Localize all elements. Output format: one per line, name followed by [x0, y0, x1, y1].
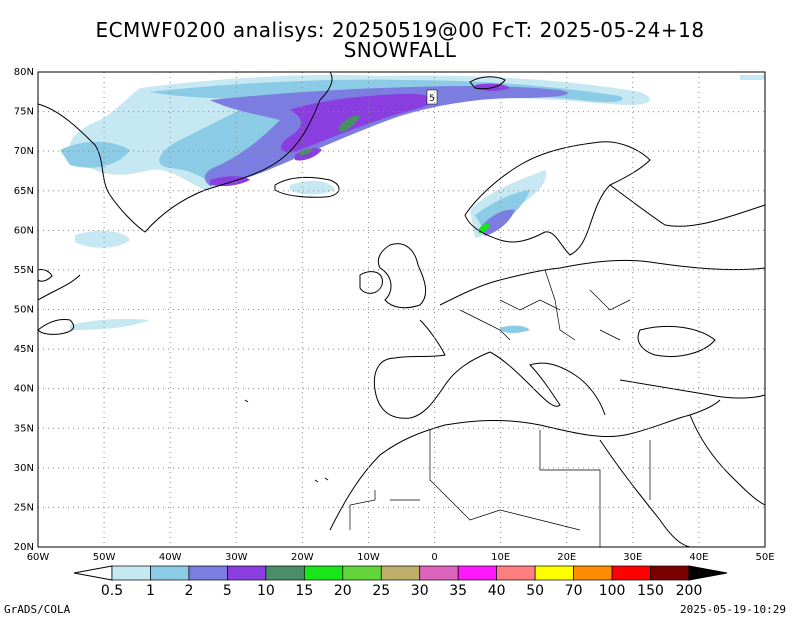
colorbar-swatch [342, 565, 382, 581]
coastlines [37, 71, 766, 548]
lon-label: 20E [557, 552, 576, 563]
lat-label: 80N [14, 67, 34, 78]
colorbar-swatch [380, 565, 421, 581]
lon-label: 10W [357, 552, 380, 563]
colorbar-swatch [111, 565, 151, 581]
colorbar-high-end [688, 565, 728, 581]
colorbar-swatch [650, 565, 690, 581]
colorbar-level-label: 5 [222, 583, 232, 599]
lon-label: 50E [755, 552, 774, 563]
colorbar-level-label: 2 [184, 583, 194, 599]
lat-label: 45N [14, 344, 34, 355]
lat-label: 70N [14, 146, 34, 157]
map-frame [37, 71, 766, 548]
colorbar-swatch [227, 565, 267, 581]
country-borders [349, 269, 651, 547]
colorbar-level-label: 100 [598, 583, 626, 599]
lon-label: 20W [291, 552, 314, 563]
snowfall-shading [60, 74, 765, 333]
colorbar-level-label: 30 [410, 583, 429, 599]
colorbar-level-label: 40 [487, 583, 506, 599]
colorbar-swatch [265, 565, 305, 581]
lat-lon-grid [38, 72, 765, 547]
colorbar-swatch [611, 565, 651, 581]
colorbar-level-label: 70 [564, 583, 583, 599]
colorbar-swatch [457, 565, 498, 581]
colorbar [73, 565, 728, 581]
lat-label: 35N [14, 423, 34, 434]
colorbar-level-label: 150 [637, 583, 664, 599]
colorbar-level-label: 50 [526, 583, 545, 599]
colorbar-level-label: 200 [675, 583, 703, 599]
lat-label: 65N [14, 186, 34, 197]
lat-label: 60N [14, 225, 34, 236]
lat-label: 40N [14, 384, 34, 395]
colorbar-swatch [150, 565, 190, 581]
contour-label-5: 5 [426, 89, 438, 105]
colorbar-level-label: 1 [145, 583, 155, 599]
lat-label: 75N [14, 107, 34, 118]
lon-label: 50W [93, 552, 116, 563]
colorbar-level-label: 35 [449, 583, 468, 599]
grads-credit: GrADS/COLA [4, 603, 71, 616]
lon-label: 30E [623, 552, 642, 563]
colorbar-level-label: 0.5 [100, 583, 124, 599]
colorbar-swatch [534, 565, 574, 581]
lat-label: 25N [14, 502, 34, 513]
axis-labels: 20N 25N 30N 35N 40N 45N 50N 55N 60N 65N 70N 75N 80N 6… [14, 67, 775, 563]
lat-label: 50N [14, 305, 34, 316]
lat-label: 55N [14, 265, 34, 276]
colorbar-level-label: 25 [372, 583, 391, 599]
lon-label: 40W [159, 552, 182, 563]
lon-label: 10E [491, 552, 510, 563]
lon-label: 0 [431, 552, 437, 563]
lon-label: 60W [27, 552, 50, 563]
colorbar-level-label: 15 [295, 583, 314, 599]
lon-label: 40E [689, 552, 708, 563]
lat-label: 20N [14, 542, 34, 553]
svg-text:5: 5 [429, 94, 435, 104]
colorbar-level-label: 20 [333, 583, 352, 599]
colorbar-swatch [419, 565, 459, 581]
colorbar-low-end [73, 565, 113, 581]
lon-label: 30W [225, 552, 248, 563]
map-subtitle: SNOWFALL [343, 38, 457, 62]
colorbar-swatch [188, 565, 228, 581]
colorbar-swatch [496, 565, 536, 581]
colorbar-swatch [573, 565, 613, 581]
lat-label: 30N [14, 463, 34, 474]
colorbar-swatch [303, 565, 344, 581]
timestamp: 2025-05-19-10:29 [680, 603, 786, 616]
map-title: ECMWF0200 analisys: 20250519@00 FcT: 202… [95, 18, 705, 42]
colorbar-level-label: 10 [256, 583, 275, 599]
